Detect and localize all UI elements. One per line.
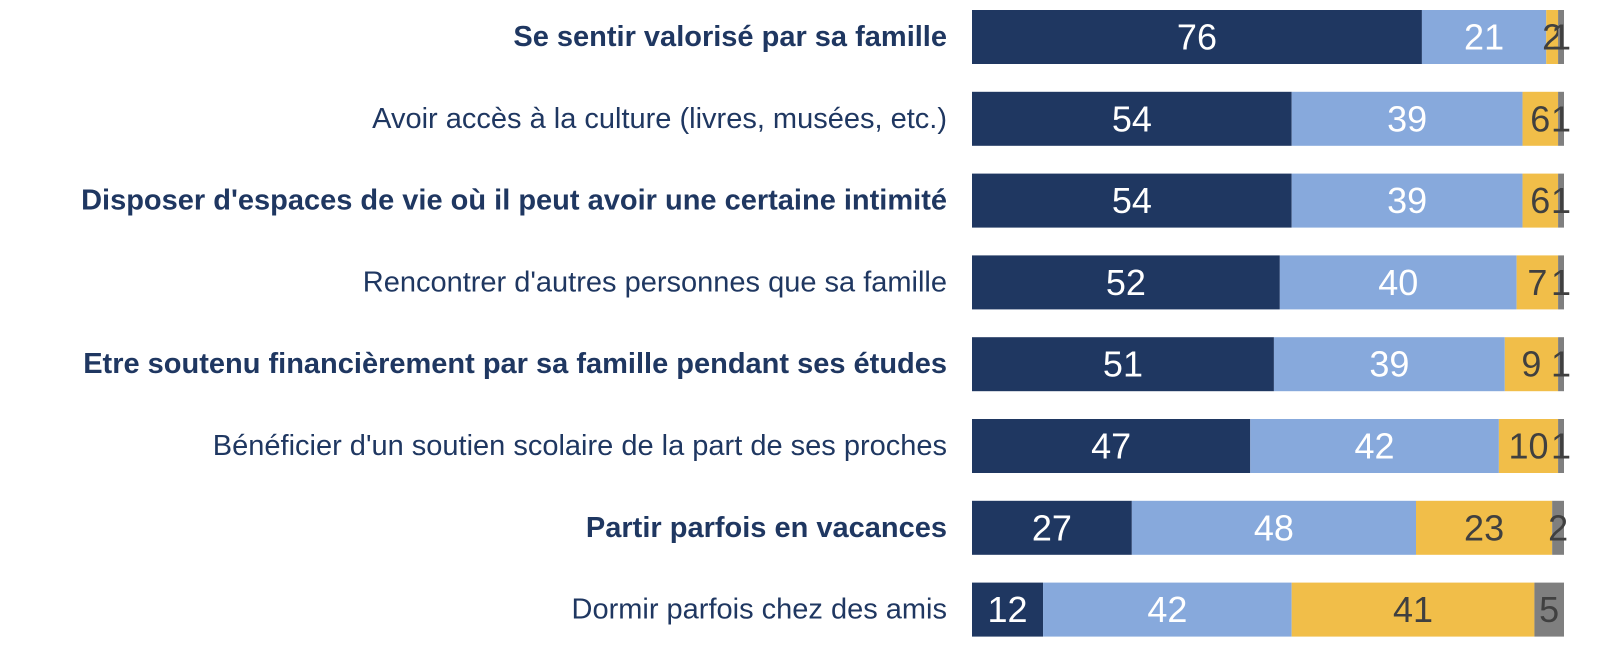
value-label: 1 [1551, 180, 1571, 221]
value-label: 12 [987, 589, 1027, 630]
value-label: 27 [1032, 507, 1072, 548]
bar-segment [1552, 500, 1564, 555]
bar-segment [1558, 419, 1564, 473]
bar-segment [1043, 582, 1292, 637]
bar-segment [972, 10, 1422, 64]
value-label: 41 [1393, 589, 1433, 630]
value-label: 1 [1551, 17, 1571, 58]
bar-segment [1273, 337, 1505, 392]
value-label: 39 [1369, 344, 1409, 385]
value-label: 40 [1378, 262, 1418, 303]
bar-segment [1416, 500, 1553, 555]
category-label: Avoir accès à la culture (livres, musées… [372, 103, 947, 135]
bar-segment [1558, 255, 1564, 310]
value-label: 54 [1112, 180, 1152, 221]
bar-segment [972, 255, 1280, 310]
bar-segment [1498, 419, 1559, 473]
bar-segment [1546, 10, 1559, 64]
value-label: 1 [1551, 262, 1571, 303]
category-label: Se sentir valorisé par sa famille [513, 21, 947, 53]
value-label: 39 [1387, 98, 1427, 139]
bar-segment [1291, 91, 1523, 146]
bar-segment [1522, 91, 1559, 146]
bar-segment [1558, 91, 1564, 146]
value-label: 54 [1112, 98, 1152, 139]
bar-segment [972, 500, 1132, 555]
bar-segment [972, 582, 1044, 637]
bar-segment [1291, 582, 1535, 637]
value-label: 2 [1548, 507, 1568, 548]
bar-segment [1291, 173, 1523, 228]
value-label: 52 [1106, 262, 1146, 303]
bar-segment [972, 419, 1251, 473]
category-label: Disposer d'espaces de vie où il peut avo… [81, 185, 947, 217]
value-label: 2 [1542, 17, 1562, 58]
value-label: 39 [1387, 180, 1427, 221]
category-label: Partir parfois en vacances [586, 512, 947, 544]
category-label: Bénéficier d'un soutien scolaire de la p… [213, 430, 947, 462]
bar-segment [1504, 337, 1559, 392]
bar-segment [1279, 255, 1517, 310]
value-label: 23 [1464, 507, 1504, 548]
bar-segment [972, 337, 1274, 392]
value-label: 5 [1539, 589, 1559, 630]
bar-segment [1250, 419, 1499, 473]
value-label: 1 [1551, 344, 1571, 385]
bar-segment [1558, 173, 1564, 228]
value-label: 6 [1530, 180, 1550, 221]
value-label: 9 [1521, 344, 1541, 385]
category-label: Etre soutenu financièrement par sa famil… [83, 348, 947, 380]
value-label: 42 [1355, 426, 1395, 467]
bar-segment [1558, 10, 1564, 64]
bar-segment [1421, 10, 1547, 64]
value-label: 21 [1464, 17, 1504, 58]
bar-segment [1516, 255, 1559, 310]
bar-segment [1522, 173, 1559, 228]
value-label: 6 [1530, 98, 1550, 139]
value-label: 47 [1091, 426, 1131, 467]
value-label: 7 [1527, 262, 1547, 303]
value-label: 1 [1551, 426, 1571, 467]
value-label: 42 [1147, 589, 1187, 630]
value-label: 1 [1551, 98, 1571, 139]
value-label: 51 [1103, 344, 1143, 385]
value-label: 10 [1508, 426, 1548, 467]
bar-segment [972, 173, 1292, 228]
value-label: 48 [1254, 507, 1294, 548]
value-label: 76 [1177, 17, 1217, 58]
category-label: Dormir parfois chez des amis [572, 594, 948, 626]
bar-segment [972, 91, 1292, 146]
bar-segment [1534, 582, 1564, 637]
bar-segment [1131, 500, 1416, 555]
category-label: Rencontrer d'autres personnes que sa fam… [363, 266, 947, 298]
bar-segment [1558, 337, 1564, 392]
